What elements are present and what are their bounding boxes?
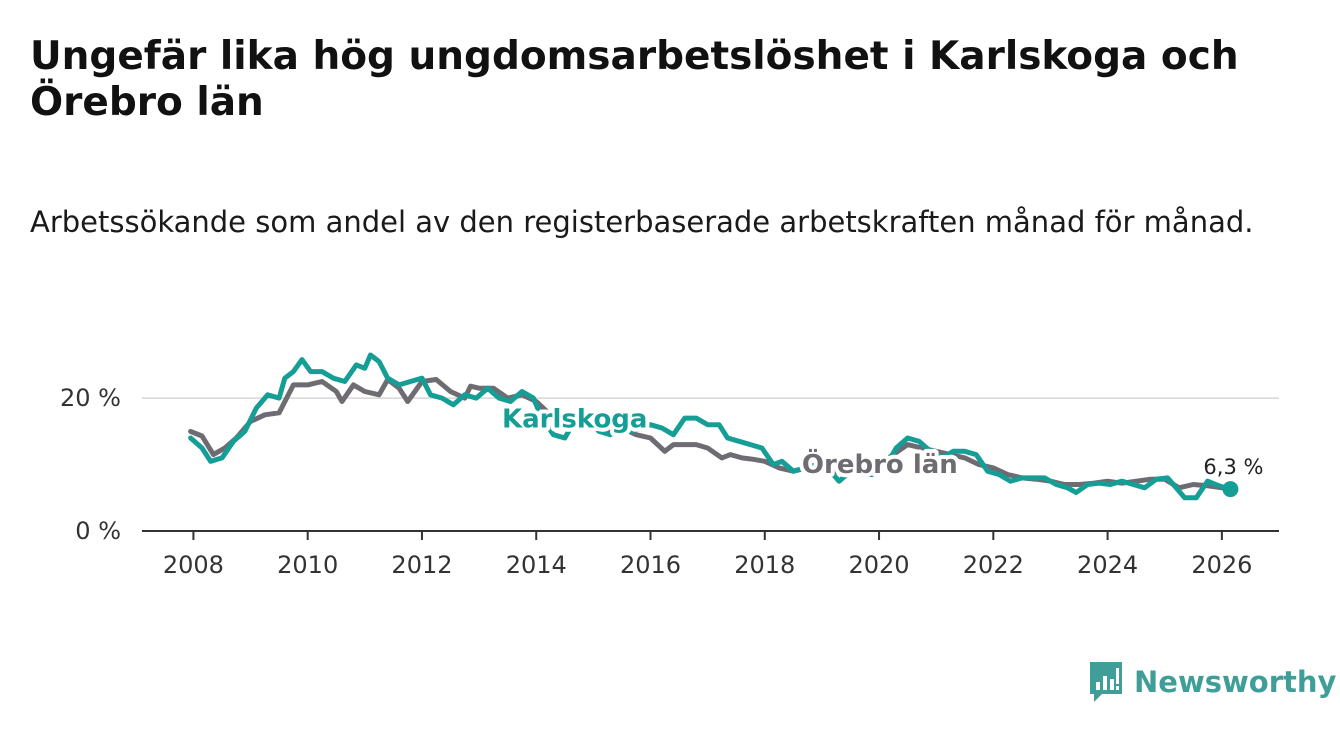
x-tick-label: 2024 [1077,551,1138,579]
x-tick-label: 2012 [391,551,452,579]
chart-subtitle: Arbetssökande som andel av den registerb… [30,205,1254,239]
newsworthy-logo-icon [1090,662,1122,702]
x-tick-label: 2008 [163,551,224,579]
series-line-orebro-lan [188,377,1233,492]
series-label-karlskoga: Karlskoga [502,404,648,434]
x-tick-label: 2016 [620,551,681,579]
series-lines [188,352,1233,501]
y-tick-label: 20 % [60,384,121,412]
series-line-karlskoga [188,352,1233,501]
x-tick-label: 2014 [506,551,567,579]
series-label-orebro-lan: Örebro län [802,447,958,480]
end-value-label: 6,3 % [1203,455,1263,479]
series-labels: Karlskoga Örebro län 6,3 % [498,400,1263,498]
newsworthy-logo: Newsworthy [1088,660,1336,704]
x-tick-label: 2010 [277,551,338,579]
x-tick-label: 2022 [963,551,1024,579]
x-tick-label: 2026 [1191,551,1252,579]
x-tick-label: 2020 [849,551,910,579]
end-point-karlskoga [1222,481,1239,498]
x-tick-label: 2018 [734,551,795,579]
x-axis-ticks: 2008 2010 2012 2014 2016 2018 2020 2022 2024 2026 [163,531,1252,579]
y-tick-label: 0 % [75,517,121,545]
chart-title: Ungefär lika hög ungdomsarbetslöshet i K… [30,34,1239,125]
y-axis-ticks: 0 % 20 % [60,384,121,545]
newsworthy-logo-text: Newsworthy [1134,665,1337,699]
